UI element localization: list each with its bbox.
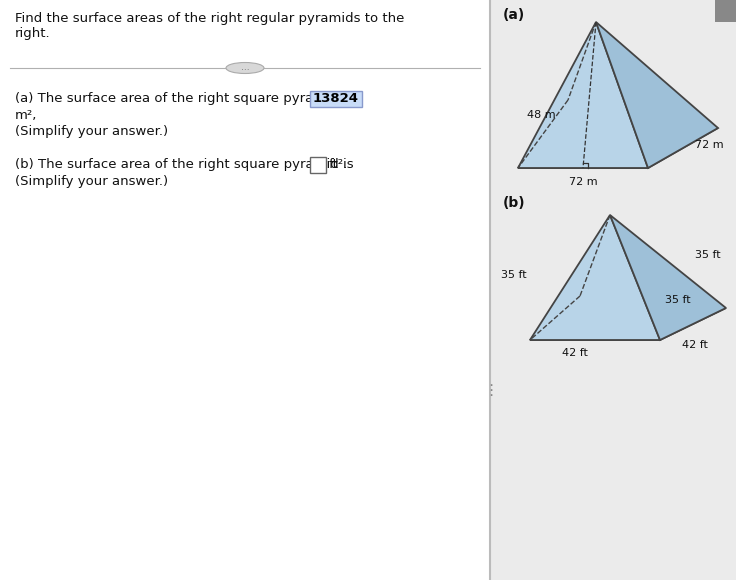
Text: (a) The surface area of the right square pyramid is: (a) The surface area of the right square… — [15, 92, 358, 105]
Text: 48 m: 48 m — [528, 110, 556, 120]
Text: Find the surface areas of the right regular pyramids to the
right.: Find the surface areas of the right regu… — [15, 12, 404, 40]
Text: (b) The surface area of the right square pyramid is: (b) The surface area of the right square… — [15, 158, 358, 171]
Polygon shape — [715, 0, 736, 22]
Polygon shape — [530, 296, 726, 340]
Polygon shape — [530, 215, 660, 340]
Text: m²,: m², — [15, 109, 38, 122]
Text: 35 ft: 35 ft — [695, 250, 721, 260]
Polygon shape — [610, 215, 726, 340]
Text: 72 m: 72 m — [569, 177, 598, 187]
Text: (Simplify your answer.): (Simplify your answer.) — [15, 125, 168, 138]
Text: (a): (a) — [503, 8, 526, 22]
Text: 42 ft: 42 ft — [682, 340, 708, 350]
Text: 72 m: 72 m — [695, 140, 723, 150]
Text: (b): (b) — [503, 196, 526, 210]
Polygon shape — [490, 0, 736, 580]
Text: ft².: ft². — [329, 158, 348, 171]
Text: 13824: 13824 — [313, 92, 359, 106]
Polygon shape — [518, 22, 648, 168]
Text: (Simplify your answer.): (Simplify your answer.) — [15, 175, 168, 188]
Text: 35 ft: 35 ft — [665, 295, 690, 305]
Ellipse shape — [226, 63, 264, 74]
Polygon shape — [518, 100, 718, 168]
Text: 42 ft: 42 ft — [562, 348, 588, 358]
FancyBboxPatch shape — [310, 91, 362, 107]
Text: ⋮: ⋮ — [484, 382, 498, 397]
FancyBboxPatch shape — [310, 157, 326, 173]
Text: 35 ft: 35 ft — [501, 270, 527, 280]
Polygon shape — [596, 22, 718, 168]
Text: ...: ... — [241, 63, 250, 72]
Polygon shape — [0, 0, 490, 580]
